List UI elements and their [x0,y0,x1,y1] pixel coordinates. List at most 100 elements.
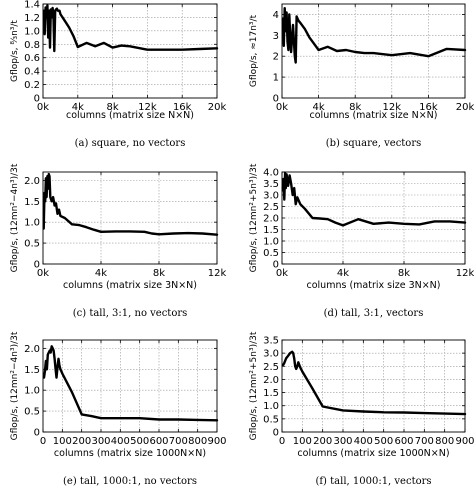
y-tick-label: 2 [273,52,279,63]
x-tick-label: 12k [138,102,157,113]
x-tick-label: 100 [53,436,72,447]
x-tick-label: 4k [95,268,107,279]
y-tick-label: 0 [273,260,279,271]
y-tick-label: 2.5 [263,202,279,213]
y-tick-label: 3 [273,31,279,42]
x-axis-label: columns (matrix size 3N×N) [63,280,197,291]
y-tick-label: 0 [34,428,40,439]
panel-caption: (f) tall, 1000:1, vectors [315,476,431,487]
x-tick-label: 700 [169,436,188,447]
y-axis-label: Gflop/s, (12mn²+5n³)/3t [249,163,259,272]
y-tick-label: 0 [273,94,279,105]
panel-caption: (e) tall, 1000:1, no vectors [63,476,197,487]
x-tick-label: 16k [419,102,438,113]
y-tick-label: 0.5 [263,248,279,259]
y-tick-label: 1.0 [263,401,279,412]
y-tick-label: 1.5 [24,197,40,208]
x-tick-label: 4k [337,268,349,279]
y-tick-label: 2.5 [263,362,279,373]
x-tick-label: 12k [208,268,227,279]
y-axis-label: Gflop/s, (12mn²−4n³)/3t [10,331,20,440]
x-tick-label: 0k [37,268,49,279]
y-tick-label: 0.8 [24,40,40,51]
y-tick-label: 0.5 [24,239,40,250]
series-line [281,6,467,64]
x-tick-label: 0 [40,436,46,447]
chart-panel-1: 0k 4k 8k 12k 16k 20k 0 0.2 0.4 0.6 0.8 1.0 1.2 1.4 col… [10,0,226,149]
y-tick-label: 0 [34,94,40,105]
plot-frame [42,3,218,99]
y-axis-label: Gflop/s, ⁸⁄₃n³/t [10,20,20,82]
x-axis-label: columns (matrix size 1000N×N) [297,448,449,459]
series-line [42,345,219,422]
x-tick-label: 20k [208,102,227,113]
y-tick-label: 4.0 [263,168,279,179]
x-tick-label: 0k [37,102,49,113]
panel-caption: (a) square, no vectors [75,138,186,149]
x-axis-label: columns (matrix size 1000N×N) [54,448,206,459]
y-tick-label: 3.0 [263,191,279,202]
y-tick-label: 0 [273,428,279,439]
chart-panel-3: 0k 4k 8k 12k 0 0.5 1.0 1.5 2.0 columns (matrix si… [10,163,226,319]
y-tick-label: 3.5 [263,179,279,190]
x-tick-label: 8k [349,102,361,113]
y-axis-label: Gflop/s, (12mn²+5n³)/3t [249,331,259,440]
x-axis-label: columns (matrix size N×N) [310,110,438,121]
x-tick-label: 0k [276,268,288,279]
plot-frame [281,3,466,99]
y-tick-label: 2.0 [263,375,279,386]
x-tick-label: 900 [207,436,226,447]
x-tick-label: 200 [313,436,332,447]
y-tick-label: 1.2 [24,13,40,24]
y-tick-label: 1.4 [24,0,40,11]
y-axis-label: Gflop/s, ≈17n³/t [249,14,259,87]
y-tick-label: 2.0 [263,214,279,225]
panel-caption: (c) tall, 3:1, no vectors [73,308,188,319]
x-tick-label: 0 [279,436,285,447]
chart-panel-6: 0 100 200 300 400 500 600 700 800 90000.51.01.52.… [249,331,474,487]
x-tick-label: 12k [383,102,402,113]
series-line [42,4,219,53]
x-tick-label: 600 [149,436,168,447]
series-line [281,171,467,227]
x-tick-label: 8k [153,268,165,279]
y-tick-label: 0 [34,260,40,271]
chart-panel-4: 0k 4k 8k 12k 00.51.01.52.02.53.03.54.0 column… [249,163,474,319]
series-line [42,172,219,236]
x-tick-label: 8k [398,268,410,279]
y-tick-label: 2.0 [24,176,40,187]
y-tick-label: 4 [273,10,279,21]
y-tick-label: 1.0 [24,218,40,229]
x-tick-label: 300 [91,436,110,447]
y-tick-label: 1.5 [263,225,279,236]
y-tick-label: 0.6 [24,53,40,64]
y-tick-label: 1.5 [263,388,279,399]
x-tick-label: 200 [72,436,91,447]
x-tick-label: 500 [130,436,149,447]
plot-frame [281,339,466,433]
y-tick-label: 1 [273,73,279,84]
plot-frame [42,339,218,433]
panel-caption: (b) square, vectors [326,138,422,149]
x-tick-label: 700 [415,436,434,447]
chart-panel-2: 0k 4k 8k 12k 16k 20k 0 1 2 3 4 columns (matrix size… [249,3,474,149]
y-tick-label: 3.5 [263,336,279,347]
x-axis-label: columns (matrix size 3N×N) [307,280,441,291]
y-tick-label: 2.0 [24,344,40,355]
x-tick-label: 8k [107,102,119,113]
x-tick-label: 0k [276,102,288,113]
y-tick-label: 1.0 [24,386,40,397]
x-tick-label: 12k [456,268,474,279]
panel-caption: (d) tall, 3:1, vectors [324,308,424,319]
y-tick-label: 1.0 [263,237,279,248]
x-tick-label: 500 [374,436,393,447]
x-axis-label: columns (matrix size N×N) [66,110,194,121]
y-tick-label: 3.0 [263,349,279,360]
y-tick-label: 0.5 [24,407,40,418]
x-tick-label: 800 [435,436,454,447]
y-axis-label: Gflop/s, (12mn²−4n³)/3t [10,163,20,272]
series-line [281,350,467,416]
x-tick-label: 900 [455,436,474,447]
y-tick-label: 1.0 [24,26,40,37]
